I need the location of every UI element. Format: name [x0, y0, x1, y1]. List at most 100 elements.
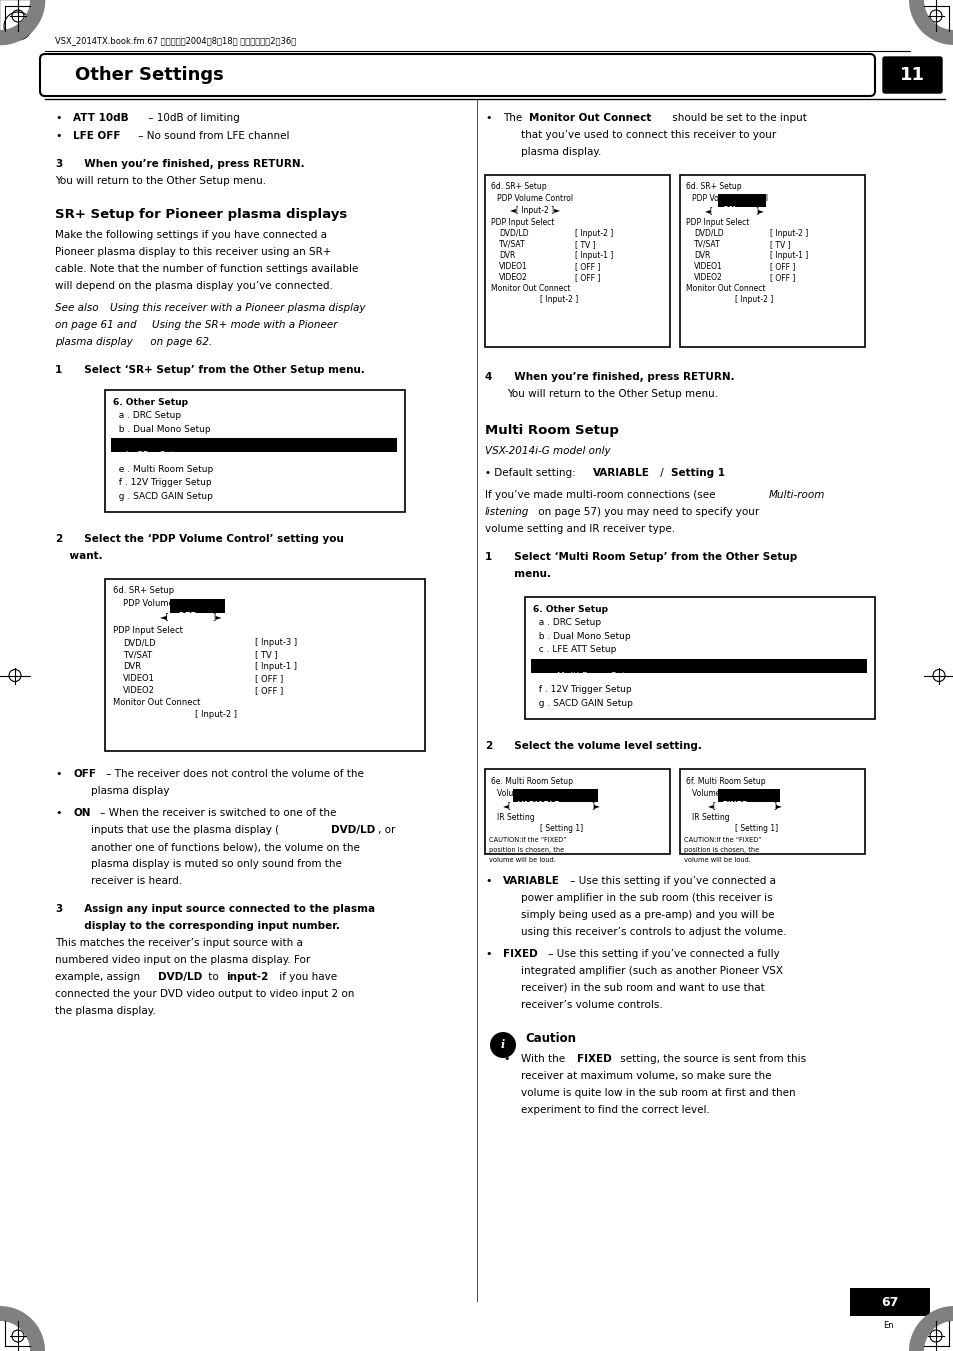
Bar [105, 580, 424, 751]
Text: input-2: input-2 [226, 971, 268, 982]
Bar [111, 439, 396, 453]
Text: Select ‘SR+ Setup’ from the Other Setup menu.: Select ‘SR+ Setup’ from the Other Setup … [77, 365, 364, 376]
Text: 6. Other Setup: 6. Other Setup [112, 399, 188, 407]
Text: on page 57) you may need to specify your: on page 57) you may need to specify your [535, 507, 759, 517]
Text: ]►: ]► [212, 612, 221, 621]
Text: – Use this setting if you’ve connected a: – Use this setting if you’ve connected a [566, 875, 775, 886]
Bar [524, 597, 874, 719]
Text: •: • [55, 131, 61, 141]
Text: [ Input-2 ]: [ Input-2 ] [194, 711, 236, 719]
Text: VIDEO2: VIDEO2 [693, 273, 722, 282]
Text: [ OFF ]: [ OFF ] [769, 262, 795, 272]
Text: DVD/LD: DVD/LD [123, 638, 155, 647]
Text: ◄[: ◄[ [160, 612, 170, 621]
Text: listening: listening [484, 507, 529, 517]
Text: FIXED: FIXED [502, 948, 537, 959]
Bar [679, 769, 864, 854]
Text: menu.: menu. [506, 569, 551, 580]
Text: ]►: ]► [590, 801, 599, 811]
Wedge shape [0, 0, 45, 45]
Text: •: • [55, 769, 61, 780]
Text: c . LFE ATT Setup: c . LFE ATT Setup [112, 438, 196, 447]
Text: integrated amplifier (such as another Pioneer VSX: integrated amplifier (such as another Pi… [520, 966, 782, 975]
Text: PDP Input Select: PDP Input Select [491, 218, 554, 227]
Text: Caution: Caution [524, 1032, 576, 1046]
Text: b . Dual Mono Setup: b . Dual Mono Setup [533, 631, 630, 640]
Bar [531, 659, 866, 673]
Text: 6d. SR+ Setup: 6d. SR+ Setup [685, 182, 740, 190]
Text: [ TV ]: [ TV ] [254, 650, 277, 659]
Text: – Use this setting if you’ve connected a fully: – Use this setting if you’ve connected a… [544, 948, 779, 959]
Text: ]►: ]► [772, 801, 781, 811]
Text: VIDEO1: VIDEO1 [123, 674, 154, 684]
Text: 3: 3 [55, 904, 62, 915]
Text: on page 62.: on page 62. [147, 336, 212, 347]
Text: VARIABLE: VARIABLE [502, 875, 559, 886]
Text: This matches the receiver’s input source with a: This matches the receiver’s input source… [55, 938, 302, 948]
Text: ◄[: ◄[ [707, 801, 716, 811]
Text: [ OFF ]: [ OFF ] [575, 273, 599, 282]
Text: TV/SAT: TV/SAT [498, 240, 525, 249]
Text: 11: 11 [899, 66, 923, 84]
Text: 2: 2 [484, 740, 492, 751]
Text: d . SR+ Setup: d . SR+ Setup [533, 658, 601, 667]
Text: 6d. SR+ Setup: 6d. SR+ Setup [491, 182, 546, 190]
Text: [ Input-2 ]: [ Input-2 ] [734, 295, 773, 304]
Text: [ TV ]: [ TV ] [575, 240, 595, 249]
Text: En: En [882, 1321, 892, 1329]
Text: – The receiver does not control the volume of the: – The receiver does not control the volu… [103, 769, 363, 780]
Text: want.: want. [55, 551, 103, 561]
Text: will depend on the plasma display you’ve connected.: will depend on the plasma display you’ve… [55, 281, 333, 290]
Text: You will return to the Other Setup menu.: You will return to the Other Setup menu. [506, 389, 718, 399]
Text: ON: ON [720, 205, 738, 215]
Text: 6f. Multi Room Setup: 6f. Multi Room Setup [685, 777, 765, 786]
Text: ]►: ]► [754, 205, 763, 215]
Text: – No sound from LFE channel: – No sound from LFE channel [135, 131, 289, 141]
Text: /: / [657, 467, 666, 478]
Text: ON: ON [73, 808, 91, 817]
Text: should be set to the input: should be set to the input [668, 113, 806, 123]
Text: [ Input-2 ]: [ Input-2 ] [539, 295, 578, 304]
Text: VIDEO1: VIDEO1 [693, 262, 722, 272]
Text: Monitor Out Connect: Monitor Out Connect [529, 113, 651, 123]
Text: receiver) in the sub room and want to use that: receiver) in the sub room and want to us… [520, 984, 764, 993]
Text: •: • [502, 1054, 509, 1065]
Text: cable. Note that the number of function settings available: cable. Note that the number of function … [55, 263, 358, 274]
Text: Assign any input source connected to the plasma: Assign any input source connected to the… [77, 904, 375, 915]
Text: [ Input-2 ]: [ Input-2 ] [769, 230, 807, 238]
Text: •: • [484, 875, 491, 886]
Text: g . SACD GAIN Setup: g . SACD GAIN Setup [533, 698, 632, 708]
Text: Monitor Out Connect: Monitor Out Connect [685, 284, 764, 293]
Text: The: The [502, 113, 525, 123]
Text: If you’ve made multi-room connections (see: If you’ve made multi-room connections (s… [484, 490, 718, 500]
Bar [679, 176, 864, 347]
Text: DVD/LD: DVD/LD [498, 230, 528, 238]
Text: •: • [484, 113, 491, 123]
Text: position is chosen, the: position is chosen, the [683, 847, 759, 852]
Text: 2: 2 [55, 534, 62, 544]
Text: Volume Level: Volume Level [691, 789, 742, 798]
Text: IR Setting: IR Setting [691, 813, 729, 821]
Text: , or: , or [377, 825, 395, 835]
Text: Multi-room: Multi-room [768, 490, 824, 500]
Text: DVD/LD: DVD/LD [693, 230, 723, 238]
Bar [170, 598, 225, 613]
Text: f . 12V Trigger Setup: f . 12V Trigger Setup [533, 685, 631, 694]
Text: [ OFF ]: [ OFF ] [254, 686, 283, 694]
Text: DVD/LD: DVD/LD [331, 825, 375, 835]
Text: Monitor Out Connect: Monitor Out Connect [491, 284, 570, 293]
Text: plasma display.: plasma display. [520, 147, 600, 157]
Text: [ Input-3 ]: [ Input-3 ] [254, 638, 296, 647]
Text: 6e. Multi Room Setup: 6e. Multi Room Setup [491, 777, 573, 786]
FancyBboxPatch shape [882, 57, 941, 93]
Text: TV/SAT: TV/SAT [693, 240, 720, 249]
Text: position is chosen, the: position is chosen, the [489, 847, 563, 852]
Text: [ Input-2 ]: [ Input-2 ] [575, 230, 613, 238]
Bar [484, 769, 669, 854]
Text: OFF: OFF [174, 612, 199, 621]
Text: PDP Input Select: PDP Input Select [685, 218, 749, 227]
Text: volume is quite low in the sub room at first and then: volume is quite low in the sub room at f… [520, 1088, 795, 1098]
Text: Using the SR+ mode with a Pioneer: Using the SR+ mode with a Pioneer [152, 320, 337, 330]
Text: c . LFE ATT Setup: c . LFE ATT Setup [533, 644, 616, 654]
Circle shape [490, 1032, 516, 1058]
